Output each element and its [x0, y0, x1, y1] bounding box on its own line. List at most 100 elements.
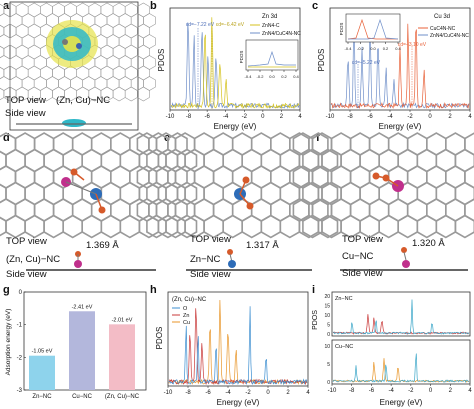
chart-h-plot-frame	[167, 291, 309, 387]
panel-label-b: b	[150, 0, 157, 12]
chart-i-x-ticklabel-7: 4	[468, 388, 472, 394]
chart-h-ylabel: PDOS	[155, 327, 164, 350]
lattice-hex-13	[0, 13, 11, 28]
chart-b: PDOS -10 -8 -6 -4 -2 0 2 4 Energy (eV) Zn 3d Zn…	[157, 7, 302, 131]
chart-c-ylabel: PDOS	[317, 49, 326, 72]
lattice-hex-116	[137, 86, 150, 102]
chart-g-yticklabel-0: -3	[17, 388, 23, 394]
panel-d-structure	[0, 132, 198, 271]
lattice-hex-62	[119, 214, 141, 239]
chart-c-x-ticklabel-4: -2	[407, 114, 413, 120]
chart-c-x-ticklabel-6: 2	[448, 114, 452, 120]
chart-g-value-label-0: -1.05 eV	[32, 349, 53, 355]
panel-label-i: i	[312, 284, 316, 296]
chart-b-annotation-2: εd=−6.42 eV	[216, 22, 245, 28]
chart-c-inset-x-ticklabel-2: 0.0	[370, 46, 376, 51]
lattice-hex-58	[454, 214, 474, 239]
lattice-hex-56	[416, 214, 438, 239]
panel-f-top-view-label: TOP view	[342, 234, 383, 245]
panel-label-h: h	[150, 284, 157, 296]
chart-b-title: Zn 3d	[262, 14, 277, 20]
chart-b-ylabel: PDOS	[157, 49, 166, 72]
chart-h-x-ticklabel-5: 0	[266, 390, 270, 396]
panel-label-f: f	[316, 132, 320, 144]
chart-i-top-yticklabel-0: 0	[327, 332, 330, 338]
chart-c-inset-line-1	[347, 18, 398, 40]
lattice-hex-56	[5, 214, 26, 239]
chart-i-x-ticklabel-3: -4	[388, 388, 394, 394]
chart-c-inset-x-ticklabel-3: 0.2	[383, 46, 389, 51]
chart-c-plot-frame	[329, 7, 471, 111]
chart-i-x-ticklabel-1: -8	[349, 388, 355, 394]
chart-c-inset-ylabel: PDOS	[339, 23, 344, 36]
chart-i-x-ticklabel-5: 0	[429, 388, 433, 394]
chart-h-x-ticklabel-7: 4	[306, 390, 310, 396]
chart-b-x-ticklabel-6: 2	[280, 114, 284, 120]
panel-e-side-view-label: Side view	[190, 269, 231, 280]
chart-c-x-ticklabel-7: 4	[468, 114, 472, 120]
panel-d-species-label: (Zn, Cu)−NC	[6, 254, 61, 265]
chart-c-inset-frame	[345, 13, 401, 43]
chart-i-x-ticklabel-6: 2	[449, 388, 453, 394]
panel-e-bond-length: 1.317 Å	[246, 240, 279, 251]
panel-a-side-view-label: Side view	[5, 108, 46, 119]
chart-i-bottom-yticklabel-1: 5	[327, 362, 330, 368]
chart-c-series-1	[330, 23, 470, 110]
lattice-hex-57	[279, 214, 301, 239]
panel-a-top-view-label: TOP view	[5, 95, 46, 106]
panel-a-structure	[0, 1, 156, 131]
chart-c-legend-2: ZnN4/CuC4N-NC	[430, 33, 469, 39]
chart-h-xlabel: Energy (eV)	[217, 398, 260, 407]
chart-g-yticklabel-2: -1	[17, 323, 23, 329]
chart-b-xlabel: Energy (eV)	[214, 122, 257, 131]
chart-i-top-yticklabel-3: 15	[324, 304, 330, 310]
chart-h-x-ticklabel-2: -6	[205, 390, 211, 396]
lattice-hex-65	[176, 214, 198, 239]
chart-i-bottom-series-cu	[332, 358, 470, 383]
lattice-hex-59	[62, 214, 83, 239]
panel-f-bond-length: 1.320 Å	[412, 238, 445, 249]
chart-b-legend-1: ZnN4-C	[262, 23, 280, 29]
lattice-hex-39	[0, 34, 11, 49]
lattice-hex-55	[241, 214, 263, 239]
panel-e-top-view-label: TOP view	[190, 234, 231, 245]
chart-b-x-ticklabel-3: -4	[223, 114, 229, 120]
chart-g-bar-2	[109, 324, 135, 390]
chart-g: Adsorption energy (eV) -3 -2 -1 0 -1.05 eV Z…	[5, 290, 147, 400]
panel-e-species-label: Zn−NC	[190, 254, 221, 265]
chart-g-yticklabel-3: 0	[19, 290, 23, 296]
lattice-hex-59	[317, 214, 339, 239]
chart-g-bar-0	[29, 355, 55, 390]
chart-b-inset-x-ticklabel-1: -0.2	[257, 74, 265, 79]
lattice-hex-57	[24, 214, 45, 239]
chart-b-annotation-1: εd=−7.22 eV	[186, 22, 215, 28]
chart-i-top-yticklabel-4: 20	[324, 294, 330, 300]
panel-f-species-label: Cu−NC	[342, 251, 374, 262]
chart-c-x-ticklabel-1: -8	[347, 114, 353, 120]
chart-i-x-ticklabel-2: -6	[369, 388, 375, 394]
chart-h-x-ticklabel-1: -8	[185, 390, 191, 396]
chart-c-legend-1: CuC4N-NC	[430, 26, 456, 32]
chart-i-top-yticklabel-1: 5	[327, 323, 330, 329]
chart-g-bar-1	[69, 311, 95, 390]
panel-d-side-view-label: Side view	[6, 269, 47, 280]
chart-h-x-ticklabel-0: -10	[164, 390, 173, 396]
lattice-hex-60	[81, 214, 103, 239]
chart-c-annotation-1: εd=−5.22 eV	[352, 60, 381, 66]
chart-h-x-ticklabel-3: -4	[225, 390, 231, 396]
lattice-hex-104	[0, 87, 5, 101]
chart-b-plot-frame	[169, 7, 301, 111]
chart-i-bottom-title: Cu−NC	[335, 344, 353, 350]
chart-c-x-ticklabel-0: -10	[326, 114, 335, 120]
chart-i-bottom-yticklabel-2: 10	[324, 344, 330, 350]
chart-c-xlabel: Energy (eV)	[379, 122, 422, 131]
chart-c-title: Cu 3d	[434, 14, 450, 20]
chart-g-value-label-2: -2.01 eV	[112, 317, 133, 323]
chart-g-value-label-1: -2.41 eV	[72, 304, 93, 310]
chart-b-x-ticklabel-0: -10	[166, 114, 175, 120]
chart-h-x-ticklabel-4: -2	[245, 390, 251, 396]
panel-d-bond-length: 1.369 Å	[86, 240, 119, 251]
chart-i-top-series-o	[332, 299, 470, 335]
lattice-hex-65	[0, 55, 11, 70]
chart-i-top-title: Zn−NC	[335, 296, 353, 302]
